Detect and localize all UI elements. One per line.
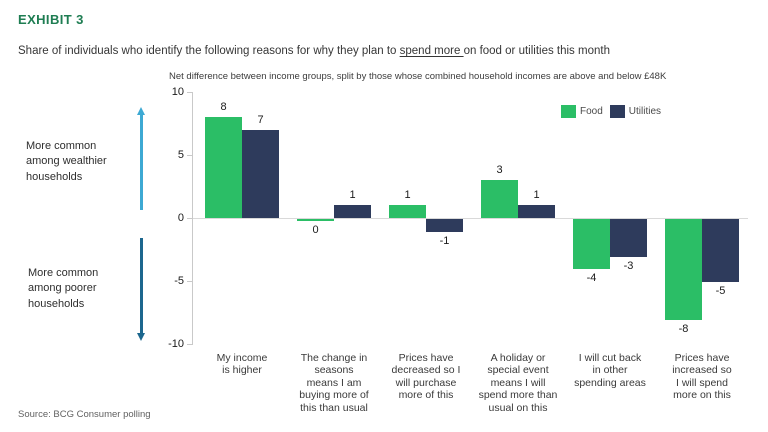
value-label-utilities-4: -3 xyxy=(623,259,634,272)
value-label-food-3: 3 xyxy=(496,164,503,177)
legend-swatch-utilities xyxy=(609,105,625,118)
value-label-utilities-2: -1 xyxy=(439,234,450,247)
value-label-food-4: -4 xyxy=(586,272,597,285)
up-arrow-icon xyxy=(137,107,145,115)
value-label-utilities-1: 1 xyxy=(349,189,356,202)
value-label-utilities-5: -5 xyxy=(715,285,726,297)
y-axis-tick xyxy=(187,155,192,156)
bar-utilities-5 xyxy=(702,219,739,282)
y-tick-label: -10 xyxy=(168,338,184,350)
bar-food-3 xyxy=(481,180,518,218)
legend-label-utilities: Utilities xyxy=(628,106,662,117)
category-label-4: I will cut back in other spending areas xyxy=(574,352,646,389)
bar-utilities-4 xyxy=(610,219,647,257)
bar-utilities-3 xyxy=(518,205,555,218)
bar-food-1 xyxy=(297,219,334,221)
bar-utilities-2 xyxy=(426,219,463,232)
down-arrow-shaft xyxy=(140,238,143,334)
legend-item-food: Food xyxy=(561,105,603,118)
bar-food-5 xyxy=(665,219,702,320)
zero-gridline xyxy=(192,218,748,219)
up-arrow-shaft xyxy=(140,114,143,210)
down-arrow-icon xyxy=(137,333,145,341)
y-tick-label: -5 xyxy=(174,275,184,287)
legend-label-food: Food xyxy=(580,106,603,117)
exhibit-title: EXHIBIT 3 xyxy=(18,12,84,27)
value-label-food-5: -8 xyxy=(678,322,689,335)
poorer-households-label: More common among poorer households xyxy=(28,267,99,310)
bar-food-2 xyxy=(389,205,426,218)
y-axis-line xyxy=(192,92,193,345)
subtitle-underlined-text: spend more xyxy=(399,45,464,57)
subtitle-text-suffix: on food or utilities this month xyxy=(463,45,610,57)
legend-item-utilities: Utilities xyxy=(609,105,662,118)
source-note: Source: BCG Consumer polling xyxy=(18,409,151,420)
y-axis-tick xyxy=(187,281,192,282)
wealthier-households-label: More common among wealthier households xyxy=(26,140,107,183)
category-label-5: Prices have increased so I will spend mo… xyxy=(672,352,732,402)
bar-utilities-1 xyxy=(334,205,371,218)
value-label-food-0: 8 xyxy=(220,101,227,114)
subtitle-text: Share of individuals who identify the fo… xyxy=(18,45,400,57)
category-label-2: Prices have decreased so I will purchase… xyxy=(391,352,461,402)
chart-subtitle: Share of individuals who identify the fo… xyxy=(18,45,610,57)
y-tick-label: 0 xyxy=(177,212,184,224)
chart-legend: Food Utilities xyxy=(561,105,661,118)
category-label-1: The change in seasons means I am buying … xyxy=(299,352,369,414)
y-axis-tick xyxy=(187,344,192,345)
value-label-food-2: 1 xyxy=(404,189,411,202)
category-label-0: My income is higher xyxy=(216,352,268,377)
bar-utilities-0 xyxy=(242,129,279,218)
legend-swatch-food xyxy=(561,105,576,118)
y-tick-label: 10 xyxy=(171,86,184,98)
y-tick-label: 5 xyxy=(177,149,184,161)
chart-axis-note: Net difference between income groups, sp… xyxy=(169,71,667,82)
bar-food-0 xyxy=(205,117,242,218)
value-label-food-1: 0 xyxy=(312,224,319,236)
value-label-utilities-0: 7 xyxy=(257,113,264,126)
y-axis-tick xyxy=(187,92,192,93)
bar-food-4 xyxy=(573,219,610,270)
y-axis-tick xyxy=(187,218,192,219)
value-label-utilities-3: 1 xyxy=(533,189,540,202)
category-label-3: A holiday or special event means I will … xyxy=(478,352,558,414)
